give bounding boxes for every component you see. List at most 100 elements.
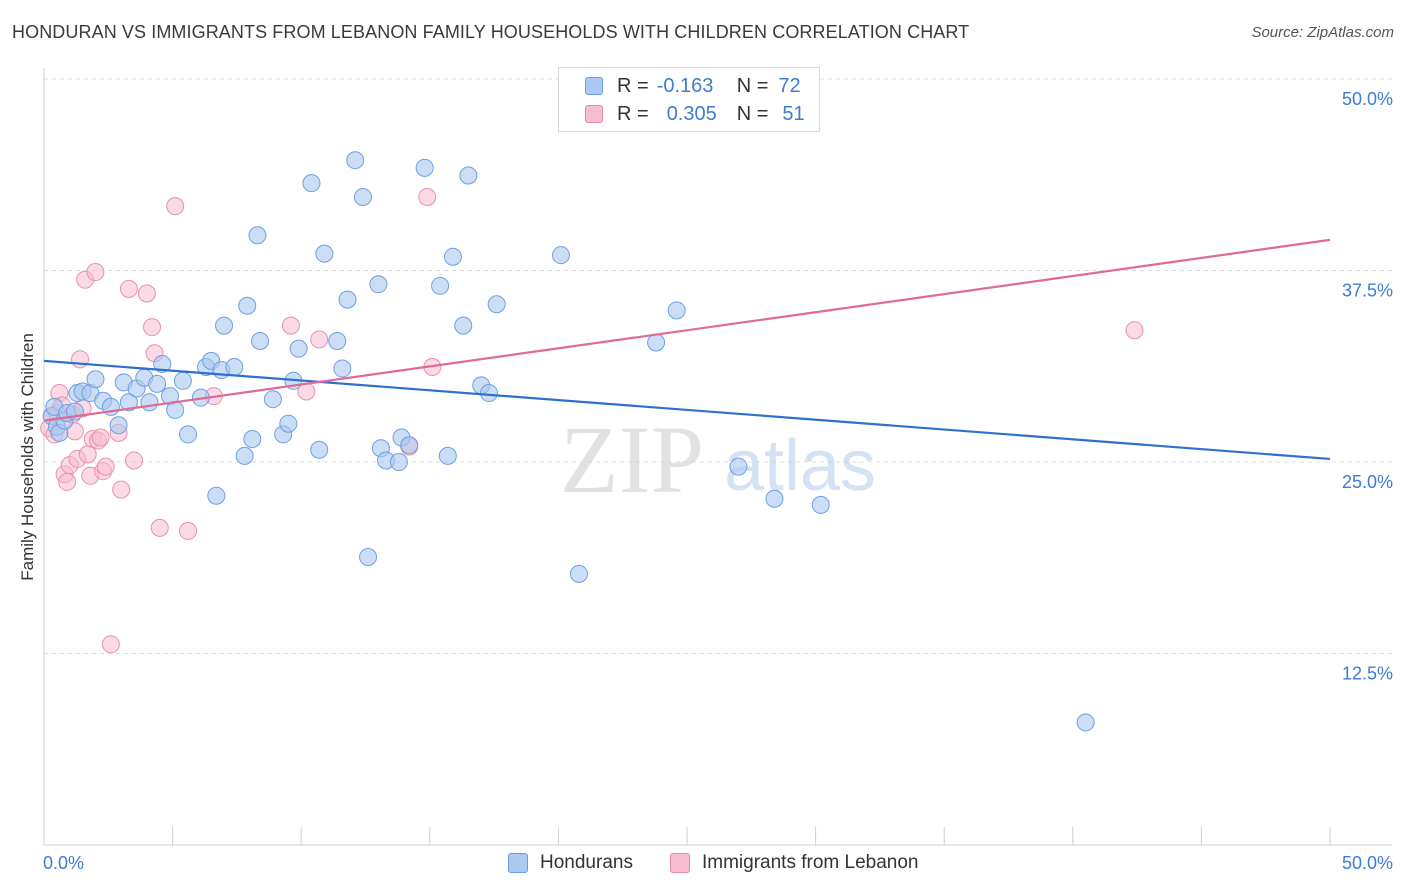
hondurans-point bbox=[251, 331, 270, 350]
bottom-legend-lebanon: Immigrants from Lebanon bbox=[670, 852, 919, 874]
legend-row-lebanon: R = 0.305 N = 51 bbox=[585, 101, 805, 127]
hondurans-point bbox=[438, 446, 457, 465]
y-tick-label: 12.5% bbox=[1342, 664, 1393, 684]
hondurans-point bbox=[346, 151, 365, 170]
hondurans-point bbox=[109, 416, 128, 435]
hondurans-point bbox=[235, 446, 254, 465]
y-tick-label: 50.0% bbox=[1342, 89, 1393, 109]
lebanon-point bbox=[96, 457, 115, 476]
hondurans-point bbox=[415, 158, 434, 177]
legend-n-label: N = bbox=[736, 102, 769, 125]
hondurans-trend-line bbox=[43, 359, 1331, 461]
hondurans-point bbox=[238, 296, 257, 315]
hondurans-point bbox=[279, 414, 298, 433]
hondurans-point bbox=[443, 247, 462, 266]
lebanon-point bbox=[86, 263, 105, 282]
legend-r-value: 0.305 bbox=[666, 102, 717, 125]
bottom-swatch-hondurans bbox=[508, 853, 528, 873]
hondurans-point bbox=[302, 174, 321, 193]
tick-labels: 12.5% 25.0% 37.5% 50.0% 0.0% 50.0% bbox=[43, 89, 1393, 873]
lebanon-point bbox=[119, 279, 138, 298]
lebanon-point bbox=[418, 187, 437, 206]
hondurans-point bbox=[729, 457, 748, 476]
hondurans-point bbox=[338, 290, 357, 309]
watermark: ZIP atlas bbox=[560, 406, 876, 513]
legend-r-value: -0.163 bbox=[656, 74, 714, 97]
hondurans-point bbox=[289, 339, 308, 358]
lebanon-point bbox=[58, 472, 77, 491]
lebanon-point bbox=[150, 518, 169, 537]
hondurans-point bbox=[207, 486, 226, 505]
hondurans-point bbox=[86, 370, 105, 389]
hondurans-point bbox=[667, 301, 686, 320]
legend-n-value: 51 bbox=[782, 102, 805, 125]
bottom-label-hondurans: Hondurans bbox=[540, 852, 633, 873]
hondurans-point bbox=[263, 390, 282, 409]
stats-legend: R = -0.163 N = 72 R = 0.305 N = 51 bbox=[558, 67, 820, 132]
lebanon-trend-line bbox=[43, 238, 1331, 422]
lebanon-point bbox=[125, 451, 144, 470]
watermark-atlas: atlas bbox=[724, 426, 876, 506]
y-tick-label: 25.0% bbox=[1342, 472, 1393, 492]
lebanon-point bbox=[112, 480, 131, 499]
lebanon-point bbox=[71, 350, 90, 369]
hondurans-point bbox=[243, 430, 262, 449]
legend-r-label: R = bbox=[617, 74, 649, 97]
hondurans-point bbox=[569, 564, 588, 583]
hondurans-point bbox=[1076, 713, 1095, 732]
hondurans-point bbox=[310, 440, 329, 459]
hondurans-point bbox=[400, 436, 419, 455]
hondurans-point bbox=[148, 374, 167, 393]
hondurans-point bbox=[551, 246, 570, 265]
lebanon-point bbox=[166, 197, 185, 216]
hondurans-point bbox=[431, 276, 450, 295]
hondurans-point bbox=[153, 354, 172, 373]
hondurans-point bbox=[333, 359, 352, 378]
hondurans-point bbox=[359, 547, 378, 566]
bottom-label-lebanon: Immigrants from Lebanon bbox=[702, 852, 919, 873]
legend-n-label: N = bbox=[736, 74, 769, 97]
y-tick-label: 37.5% bbox=[1342, 281, 1393, 301]
hondurans-point bbox=[479, 384, 498, 403]
x-tick-label-min: 0.0% bbox=[43, 853, 84, 873]
hondurans-point bbox=[315, 244, 334, 263]
lebanon-point bbox=[91, 428, 110, 447]
source-label: Source: ZipAtlas.com bbox=[1251, 24, 1394, 41]
lebanon-point bbox=[137, 284, 156, 303]
hondurans-point bbox=[389, 453, 408, 471]
chart-title: HONDURAN VS IMMIGRANTS FROM LEBANON FAMI… bbox=[12, 22, 970, 42]
legend-swatch-lebanon bbox=[585, 105, 603, 123]
hondurans-point bbox=[811, 495, 830, 514]
hondurans-point bbox=[225, 358, 244, 377]
lebanon-point bbox=[1125, 321, 1144, 340]
legend-n-value: 72 bbox=[778, 74, 801, 97]
hondurans-point bbox=[248, 226, 267, 245]
lebanon-point bbox=[101, 635, 120, 654]
axes bbox=[43, 68, 1392, 846]
hondurans-point bbox=[487, 295, 506, 314]
hondurans-point bbox=[369, 275, 388, 294]
hondurans-point bbox=[179, 425, 198, 444]
x-tick-label-max: 50.0% bbox=[1342, 853, 1393, 873]
bottom-legend-hondurans: Hondurans bbox=[508, 852, 633, 874]
hondurans-point bbox=[119, 393, 138, 412]
lebanon-point bbox=[281, 316, 300, 335]
gridlines bbox=[44, 78, 1392, 654]
hondurans-point bbox=[173, 371, 192, 390]
legend-r-label: R = bbox=[617, 102, 649, 125]
trend-lines bbox=[43, 238, 1331, 461]
bottom-swatch-lebanon bbox=[670, 853, 690, 873]
lebanon-point bbox=[179, 521, 198, 540]
legend-row-hondurans: R = -0.163 N = 72 bbox=[585, 73, 801, 99]
legend-swatch-hondurans bbox=[585, 77, 603, 95]
watermark-zip: ZIP bbox=[560, 406, 704, 513]
hondurans-point bbox=[647, 333, 666, 352]
hondurans-point bbox=[215, 316, 234, 335]
lebanon-point bbox=[310, 330, 329, 349]
hondurans-point bbox=[140, 393, 159, 412]
hondurans-point bbox=[454, 316, 473, 335]
hondurans-point bbox=[765, 489, 784, 508]
hondurans-point bbox=[459, 166, 478, 185]
lebanon-point bbox=[143, 318, 162, 337]
